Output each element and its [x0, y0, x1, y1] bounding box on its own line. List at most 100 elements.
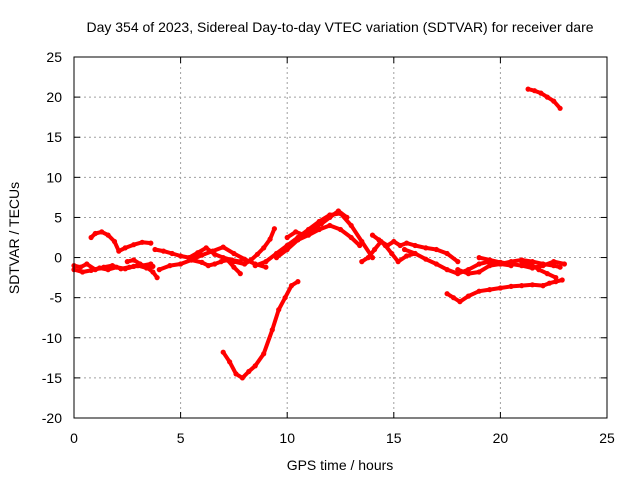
data-point	[114, 264, 120, 270]
data-point	[212, 261, 218, 267]
data-point	[455, 259, 461, 265]
data-point	[220, 244, 226, 250]
series-arc-4	[124, 257, 160, 281]
data-point	[310, 226, 316, 232]
data-point	[231, 259, 237, 265]
y-axis-label: SDTVAR / TECUs	[6, 182, 22, 294]
series-line	[541, 278, 565, 288]
data-point	[77, 264, 83, 270]
data-point	[231, 250, 237, 257]
grid-layer	[74, 57, 607, 418]
data-point	[293, 229, 299, 235]
data-point	[139, 239, 145, 245]
data-point	[156, 267, 162, 273]
data-point	[154, 275, 160, 281]
data-point	[348, 234, 354, 241]
data-point	[188, 257, 194, 263]
data-point	[359, 238, 365, 245]
y-tick-label: 0	[54, 250, 62, 266]
data-point	[487, 257, 493, 263]
data-point	[531, 88, 538, 94]
data-point	[404, 253, 410, 259]
data-point	[254, 251, 260, 257]
x-tick-label: 0	[70, 430, 78, 446]
series-arc-21	[525, 86, 563, 111]
data-point	[395, 259, 401, 265]
data-point	[433, 246, 439, 253]
data-point	[444, 291, 450, 297]
data-point	[318, 221, 324, 227]
data-point	[433, 261, 439, 267]
x-axis-label: GPS time / hours	[287, 457, 394, 473]
data-point	[210, 248, 216, 254]
series-arc-11	[273, 222, 363, 261]
data-point	[401, 246, 408, 253]
data-point	[97, 265, 103, 271]
data-point	[199, 252, 205, 258]
data-point	[111, 238, 118, 245]
data-point	[450, 295, 457, 301]
data-point	[116, 248, 122, 254]
data-point	[178, 253, 184, 259]
data-point	[559, 277, 565, 283]
data-point	[239, 375, 245, 381]
data-point	[487, 263, 493, 269]
data-point	[246, 368, 252, 375]
series-arc-8	[220, 279, 301, 381]
data-point	[540, 263, 546, 269]
data-point	[203, 245, 209, 251]
data-point	[551, 98, 557, 104]
data-point	[444, 267, 450, 273]
series-arc-7	[188, 257, 243, 277]
data-point	[273, 255, 280, 261]
data-point	[455, 271, 461, 277]
data-point	[335, 208, 341, 214]
plot-frame	[73, 56, 608, 419]
series-arc-9	[231, 226, 277, 267]
data-point	[263, 264, 269, 270]
data-point	[220, 349, 226, 355]
chart-title: Day 354 of 2023, Sidereal Day-to-day VTE…	[86, 19, 593, 35]
data-point	[92, 230, 98, 237]
data-point	[369, 232, 376, 238]
data-point	[284, 234, 290, 241]
data-point	[423, 245, 429, 251]
data-point	[544, 94, 550, 100]
data-point	[122, 245, 128, 251]
data-point	[476, 269, 482, 275]
data-point	[218, 259, 224, 265]
series-arc-19	[519, 259, 559, 281]
data-point	[295, 279, 301, 285]
data-point	[372, 246, 378, 253]
x-tick-label: 25	[599, 430, 615, 446]
series-line	[445, 282, 545, 304]
data-point	[131, 263, 137, 269]
data-point	[465, 267, 471, 273]
data-point	[248, 257, 254, 263]
data-point	[242, 261, 248, 267]
data-point	[143, 264, 150, 270]
data-point	[152, 246, 158, 253]
data-point	[231, 264, 237, 270]
data-point	[227, 359, 233, 365]
data-point	[348, 222, 354, 229]
data-point	[376, 237, 382, 243]
series-line	[72, 262, 153, 274]
data-point	[131, 257, 137, 263]
series-arc-3	[88, 229, 154, 254]
data-point	[263, 259, 269, 265]
data-point	[276, 307, 282, 313]
y-tick-label: -10	[42, 330, 62, 346]
data-point	[465, 271, 471, 277]
data-point	[224, 257, 231, 263]
data-point	[178, 261, 184, 267]
data-point	[105, 232, 111, 238]
y-tick-label: 10	[46, 169, 62, 185]
y-tick-label: 20	[46, 89, 62, 105]
data-point	[465, 293, 471, 299]
data-point	[553, 275, 559, 281]
series-arc-20	[540, 277, 565, 289]
data-point	[199, 259, 205, 265]
